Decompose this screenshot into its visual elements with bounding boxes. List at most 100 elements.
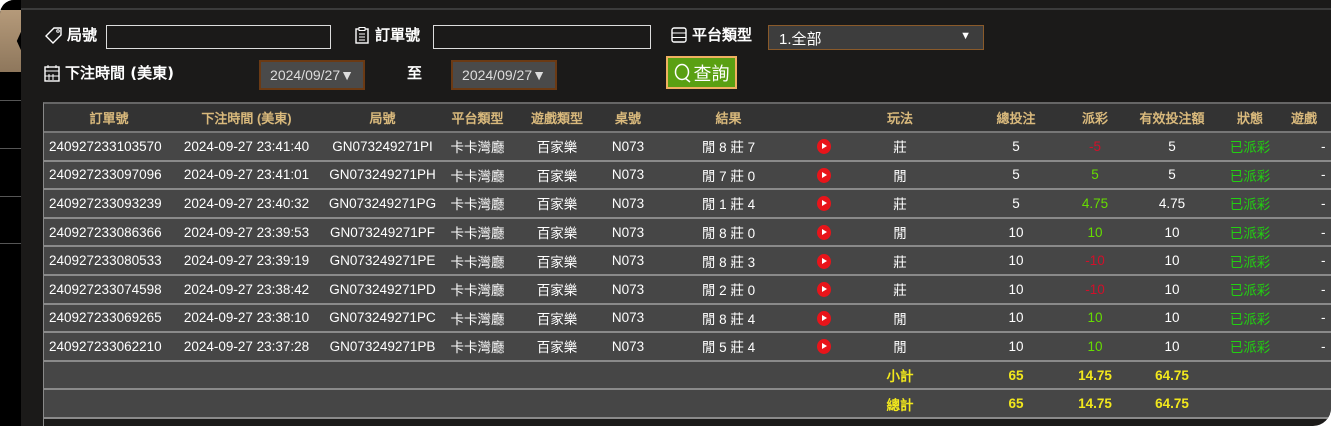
order-number-cell: 240927233103570	[44, 132, 174, 162]
table-number-cell: N073	[605, 274, 651, 305]
replay-cell	[806, 189, 841, 219]
table-row: 240927233062210 2024-09-27 23:37:28 GN0732…	[44, 332, 1331, 362]
order-number-cell: 240927233080533	[44, 246, 174, 276]
game-extra-cell: -	[1273, 274, 1331, 305]
play-video-icon[interactable]	[816, 225, 831, 241]
valid-bet-cell: 10	[1117, 217, 1227, 248]
game-extra-cell: -	[1273, 246, 1331, 276]
platform-cell: 卡卡灣廳	[446, 274, 509, 305]
total-valid: 64.75	[1117, 389, 1227, 419]
payout-cell: 4.75	[1073, 189, 1117, 219]
bet-time-cell: 2024-09-27 23:39:19	[174, 246, 319, 276]
status-cell: 已派彩	[1227, 332, 1273, 362]
table-number-cell: N073	[605, 132, 651, 162]
table-number-cell: N073	[605, 217, 651, 248]
play-video-icon[interactable]	[816, 310, 831, 326]
total-bet: 65	[959, 389, 1073, 419]
valid-bet-cell: 10	[1117, 274, 1227, 305]
bet-type-cell: 閒	[841, 160, 959, 191]
replay-cell	[806, 274, 841, 305]
round-cell: GN073249271PF	[319, 217, 446, 248]
spacer	[44, 360, 841, 391]
valid-bet-cell: 10	[1117, 332, 1227, 362]
platform-cell: 卡卡灣廳	[446, 160, 509, 191]
status-cell: 已派彩	[1227, 132, 1273, 162]
bet-type-cell: 閒	[841, 332, 959, 362]
sidebar-active-tab[interactable]	[0, 10, 21, 72]
game-extra-cell: -	[1273, 303, 1331, 334]
date-to-picker[interactable]: 2024/09/27▼	[451, 60, 557, 90]
replay-cell	[806, 246, 841, 276]
game-extra-cell: -	[1273, 160, 1331, 191]
left-sidebar	[0, 0, 21, 426]
column-header: 派彩	[1073, 104, 1117, 133]
column-header: 局號	[319, 104, 446, 133]
total-label: 總計	[841, 389, 959, 419]
bet-time-cell: 2024-09-27 23:38:10	[174, 303, 319, 334]
status-cell: 已派彩	[1227, 217, 1273, 248]
column-header: 遊戲類型	[509, 104, 605, 133]
game-type-cell: 百家樂	[509, 132, 605, 162]
play-video-icon[interactable]	[816, 139, 831, 155]
table-header-row: 訂單號 下注時間 (美東) 局號 平台類型 遊戲類型 桌號 結果 玩法 總投注 派彩 有效投注額 狀態…	[44, 104, 1331, 133]
spacer	[1227, 360, 1331, 391]
play-video-icon[interactable]	[816, 253, 831, 269]
platform-cell: 卡卡灣廳	[446, 246, 509, 276]
bet-time-cell: 2024-09-27 23:39:53	[174, 217, 319, 248]
round-cell: GN073249271PE	[319, 246, 446, 276]
order-number-cell: 240927233069265	[44, 303, 174, 334]
time-label: 下注時間 (美東)	[43, 62, 174, 83]
total-bet-cell: 10	[959, 274, 1073, 305]
order-number-cell: 240927233062210	[44, 332, 174, 362]
bet-time-cell: 2024-09-27 23:40:32	[174, 189, 319, 219]
column-header	[806, 104, 841, 133]
bet-type-cell: 閒	[841, 303, 959, 334]
result-cell: 閒 7 莊 0	[651, 160, 806, 191]
order-input[interactable]	[433, 25, 651, 49]
subtotal-label: 小計	[841, 360, 959, 391]
play-video-icon[interactable]	[816, 167, 831, 183]
game-type-cell: 百家樂	[509, 332, 605, 362]
platform-select[interactable]: 1.全部 ▼	[768, 25, 984, 50]
play-video-icon[interactable]	[816, 196, 831, 212]
round-input[interactable]	[106, 25, 331, 49]
table-row: 240927233093239 2024-09-27 23:40:32 GN0732…	[44, 189, 1331, 219]
platform-cell: 卡卡灣廳	[446, 132, 509, 162]
status-cell: 已派彩	[1227, 160, 1273, 191]
result-cell: 閒 8 莊 4	[651, 303, 806, 334]
order-number-cell: 240927233097096	[44, 160, 174, 191]
total-payout: 14.75	[1073, 389, 1117, 419]
game-extra-cell: -	[1273, 132, 1331, 162]
table-number-cell: N073	[605, 332, 651, 362]
bet-type-cell: 莊	[841, 246, 959, 276]
round-cell: GN073249271PH	[319, 160, 446, 191]
platform-label: 平台類型	[670, 24, 752, 45]
play-video-icon[interactable]	[816, 339, 831, 355]
play-video-icon[interactable]	[816, 282, 831, 298]
column-header: 有效投注額	[1117, 104, 1227, 133]
subtotal-valid: 64.75	[1117, 360, 1227, 391]
valid-bet-cell: 4.75	[1117, 189, 1227, 219]
round-cell: GN073249271PB	[319, 332, 446, 362]
clipboard-icon	[355, 26, 369, 44]
platform-cell: 卡卡灣廳	[446, 217, 509, 248]
divider	[21, 8, 1331, 10]
payout-cell: 10	[1073, 217, 1117, 248]
spacer	[1227, 389, 1331, 419]
table-number-cell: N073	[605, 189, 651, 219]
query-button[interactable]: 查詢	[666, 56, 737, 89]
round-cell: GN073249271PD	[319, 274, 446, 305]
game-extra-cell: -	[1273, 332, 1331, 362]
game-extra-cell: -	[1273, 189, 1331, 219]
status-cell: 已派彩	[1227, 274, 1273, 305]
game-type-cell: 百家樂	[509, 189, 605, 219]
table-row: 240927233080533 2024-09-27 23:39:19 GN0732…	[44, 246, 1331, 276]
column-header: 平台類型	[446, 104, 509, 133]
column-header: 訂單號	[44, 104, 174, 133]
game-type-cell: 百家樂	[509, 246, 605, 276]
column-header: 桌號	[605, 104, 651, 133]
result-cell: 閒 8 莊 3	[651, 246, 806, 276]
date-from-picker[interactable]: 2024/09/27▼	[259, 60, 365, 90]
bet-type-cell: 莊	[841, 189, 959, 219]
valid-bet-cell: 5	[1117, 132, 1227, 162]
